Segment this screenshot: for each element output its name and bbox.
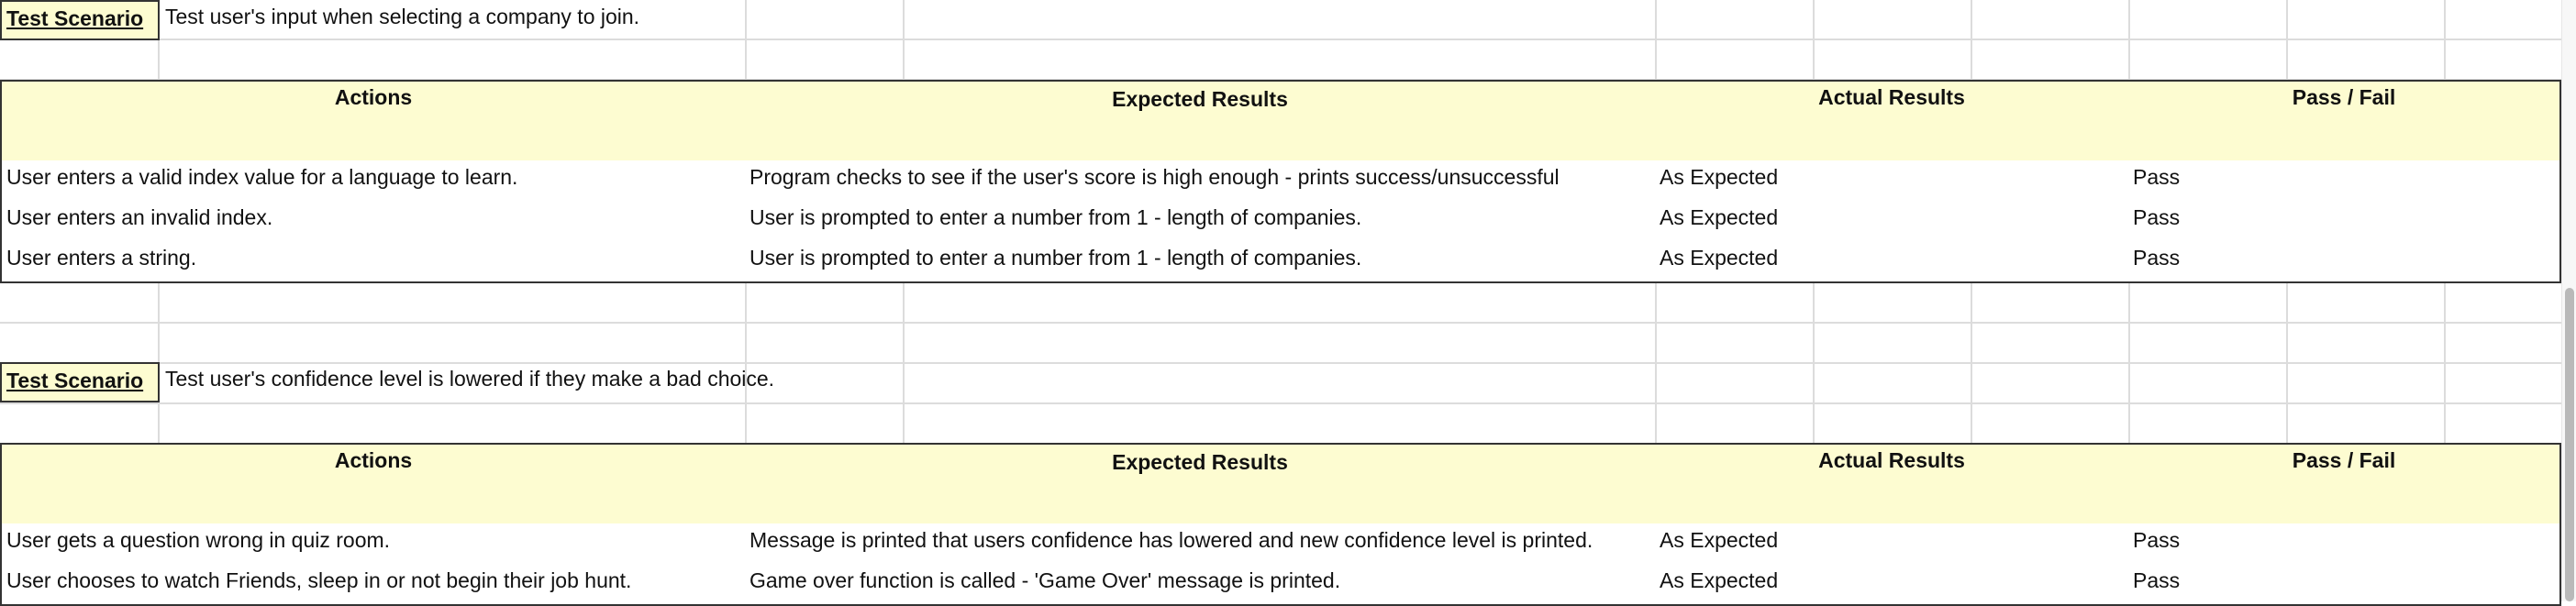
action-cell[interactable]: User chooses to watch Friends, sleep in … — [0, 564, 747, 606]
expected-cell[interactable]: Message is printed that users confidence… — [745, 523, 1657, 566]
header-expected-results[interactable]: Expected Results — [745, 443, 1657, 525]
action-cell[interactable]: User enters a valid index value for a la… — [0, 160, 747, 203]
grid-col-line — [1655, 0, 1657, 601]
result-cell[interactable]: Pass — [2128, 523, 2561, 566]
header-actions[interactable]: Actions — [0, 80, 747, 162]
actual-cell[interactable]: As Expected — [1655, 160, 2130, 203]
scenario-label-cell[interactable]: Test Scenario — [0, 362, 160, 402]
grid-col-line — [2444, 0, 2446, 601]
action-cell[interactable]: User enters an invalid index. — [0, 201, 747, 243]
grid-col-line — [1813, 0, 1815, 601]
actual-cell[interactable]: As Expected — [1655, 241, 2130, 283]
header-pass-fail[interactable]: Pass / Fail — [2128, 443, 2561, 525]
header-actions[interactable]: Actions — [0, 443, 747, 525]
grid-col-line — [903, 0, 905, 601]
scenario-description-cell[interactable]: Test user's confidence level is lowered … — [165, 367, 775, 391]
vertical-scrollbar[interactable] — [2561, 0, 2576, 601]
actual-cell[interactable]: As Expected — [1655, 523, 2130, 566]
actual-cell[interactable]: As Expected — [1655, 564, 2130, 606]
scenario-description-cell[interactable]: Test user's input when selecting a compa… — [165, 5, 640, 28]
expected-cell[interactable]: User is prompted to enter a number from … — [745, 201, 1657, 243]
result-cell[interactable]: Pass — [2128, 241, 2561, 283]
grid-col-line — [745, 0, 747, 601]
result-cell[interactable]: Pass — [2128, 201, 2561, 243]
action-cell[interactable]: User enters a string. — [0, 241, 747, 283]
grid-col-line — [1971, 0, 1972, 601]
scenario-label-cell[interactable]: Test Scenario — [0, 0, 160, 40]
result-cell[interactable]: Pass — [2128, 160, 2561, 203]
header-actual-results[interactable]: Actual Results — [1655, 80, 2130, 162]
expected-cell[interactable]: Program checks to see if the user's scor… — [745, 160, 1657, 203]
action-cell[interactable]: User gets a question wrong in quiz room. — [0, 523, 747, 566]
header-expected-results[interactable]: Expected Results — [745, 80, 1657, 162]
expected-cell[interactable]: Game over function is called - 'Game Ove… — [745, 564, 1657, 606]
header-pass-fail[interactable]: Pass / Fail — [2128, 80, 2561, 162]
grid-row-line — [0, 39, 2561, 40]
expected-cell[interactable]: User is prompted to enter a number from … — [745, 241, 1657, 283]
scrollbar-thumb[interactable] — [2565, 288, 2574, 601]
actual-cell[interactable]: As Expected — [1655, 201, 2130, 243]
grid-row-line — [0, 362, 2561, 364]
grid-col-line — [2128, 0, 2130, 601]
result-cell[interactable]: Pass — [2128, 564, 2561, 606]
grid-row-line — [0, 322, 2561, 324]
grid-col-line — [158, 0, 160, 601]
grid-row-line — [0, 402, 2561, 404]
grid-col-line — [2286, 0, 2288, 601]
header-actual-results[interactable]: Actual Results — [1655, 443, 2130, 525]
